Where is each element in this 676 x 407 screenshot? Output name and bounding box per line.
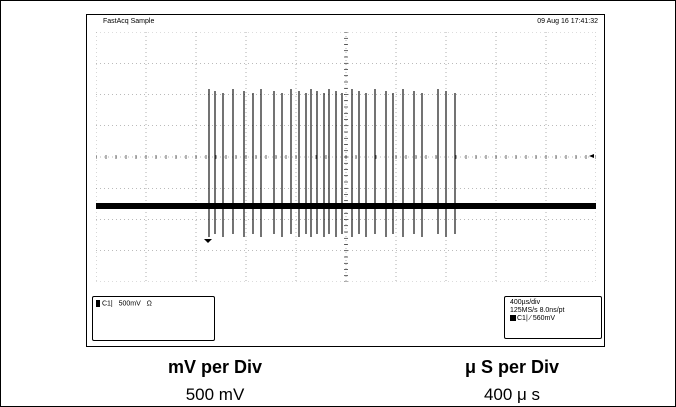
channel1-label: C1| [101,300,113,308]
signal-baseline [96,203,596,209]
timebase-scale: 400µs/div [510,299,541,306]
level-marker-right [589,154,594,158]
acquisition-mode-label: FastAcq Sample [103,18,155,25]
channel1-indicator [96,300,100,307]
time-per-div-title: μ S per Div [464,357,560,377]
trigger-marker-bottom [204,239,212,243]
channel1-scale: 500mV [118,300,141,308]
trigger-level: C1| ⁄ 560mV [517,315,556,322]
waveform-graticule [96,32,596,282]
time-per-div-value: 400 μ s [483,385,541,404]
trigger-markers [204,154,594,243]
volts-per-div-title: mV per Div [167,357,263,377]
volts-per-div-value: 500 mV [185,385,245,404]
coupling-symbol: Ω [146,300,152,308]
sample-rate: 125MS/s 8.0ns/pt [510,307,565,314]
trigger-source-indicator [510,315,516,322]
channel1-scale-box[interactable]: C1| 500mV Ω [92,296,215,341]
scope-header: FastAcq Sample 09 Aug 16 17:41:32 [87,15,604,29]
signal-pulses [208,89,456,237]
timestamp-label: 09 Aug 16 17:41:32 [537,18,598,25]
oscilloscope-screen: FastAcq Sample 09 Aug 16 17:41:32 C1| 50… [86,14,605,347]
baseline-band [96,203,596,209]
timebase-box[interactable]: 400µs/div 125MS/s 8.0ns/pt C1| ⁄ 560mV [504,296,602,339]
